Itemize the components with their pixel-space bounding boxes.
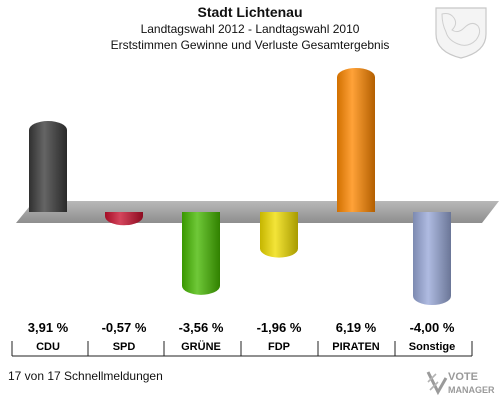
value-label-cdu: 3,91 % <box>28 320 69 335</box>
value-label-fdp: -1,96 % <box>257 320 302 335</box>
reports-status: 17 von 17 Schnellmeldungen <box>8 369 163 383</box>
value-label-sonstige: -4,00 % <box>410 320 455 335</box>
svg-text:VOTE: VOTE <box>448 371 478 383</box>
x-tick-label-cdu: CDU <box>36 341 60 353</box>
x-tick-label-spd: SPD <box>113 341 136 353</box>
bar-fdp <box>260 212 298 258</box>
x-tick-label-piraten: PIRATEN <box>332 341 380 353</box>
bar-sonstige <box>413 212 451 306</box>
x-tick-label-fdp: FDP <box>268 341 290 353</box>
chart-subtitle-elections: Landtagswahl 2012 - Landtagswahl 2010 <box>140 22 360 36</box>
bar-spd <box>105 212 143 226</box>
bar-grüne <box>182 212 220 295</box>
x-tick-label-grüne: GRÜNE <box>181 340 221 353</box>
chart-subtitle-description: Erststimmen Gewinne und Verluste Gesamte… <box>110 38 390 52</box>
x-tick-label-sonstige: Sonstige <box>409 341 455 353</box>
bar-cdu <box>29 121 67 212</box>
svg-text:MANAGER: MANAGER <box>448 385 495 395</box>
value-label-spd: -0,57 % <box>102 320 147 335</box>
bar-piraten <box>337 68 375 212</box>
value-label-grüne: -3,56 % <box>179 320 224 335</box>
value-label-piraten: 6,19 % <box>336 320 377 335</box>
vote-manager-logo: VOTE MANAGER <box>426 371 495 396</box>
coat-of-arms-icon <box>435 7 487 59</box>
chart-title: Stadt Lichtenau <box>197 4 303 20</box>
